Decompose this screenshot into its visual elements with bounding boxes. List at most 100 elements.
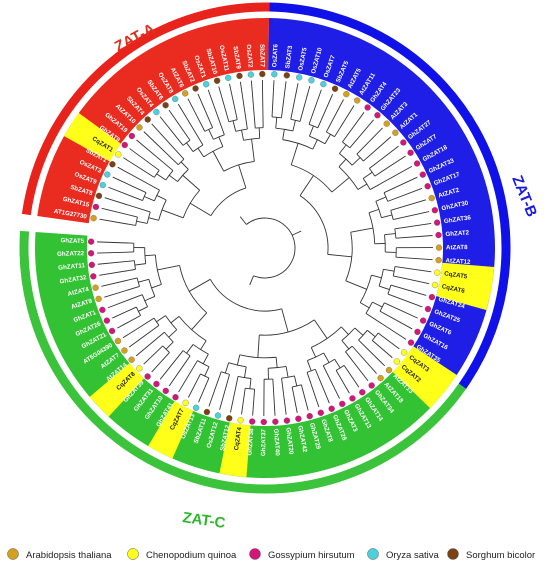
tree-branch [281, 378, 287, 415]
tree-branch [232, 120, 237, 132]
tree-branch [306, 372, 320, 408]
tree-branch [129, 325, 160, 348]
tree-root [246, 217, 296, 279]
tree-branch [229, 83, 238, 120]
tree-branch [108, 186, 143, 201]
species-dot-oszat11 [225, 74, 232, 82]
species-dot-at1g27730 [90, 214, 97, 222]
tree-branch [374, 155, 406, 177]
species-dot-atzat4 [92, 284, 99, 291]
species-dot-ghzat28 [328, 405, 335, 412]
species-dot-cqzat7 [182, 399, 189, 406]
tree-branch [387, 187, 423, 202]
tree-branch [334, 105, 355, 137]
tree-branch [135, 331, 165, 357]
tree-branch [104, 197, 151, 213]
tree-branch [327, 253, 352, 258]
species-dot-ghzat33 [419, 171, 426, 178]
tree-branch [156, 173, 167, 181]
tree-branch [151, 284, 162, 289]
legend-label-sorghum: Sorghum bicolor [466, 550, 535, 561]
tree-branch [252, 389, 256, 416]
leaf-label-atzat12: AtZAT12 [445, 257, 471, 266]
species-dot-oszat9 [99, 181, 106, 189]
species-dot-oszat2 [247, 71, 255, 78]
tree-branch [212, 151, 225, 172]
tree-branch [383, 176, 418, 194]
tree-branch [189, 278, 211, 292]
species-dot-ghzat1 [99, 306, 106, 314]
tree-branch [143, 131, 179, 166]
species-dot-ghzat32 [90, 273, 97, 280]
species-dot-ghzat3 [339, 400, 346, 408]
tree-branch [187, 98, 206, 132]
tree-branch [198, 377, 210, 403]
leaf-label-ghzat37: GhZAT37 [260, 428, 267, 456]
species-dot-ghzat7 [407, 149, 414, 156]
legend-label-oryza: Oryza sativa [386, 550, 440, 561]
tree-branch [186, 142, 194, 152]
tree-branch [292, 120, 296, 132]
tree-branch [343, 365, 360, 388]
tree-branch [299, 175, 314, 196]
tree-branch [378, 285, 390, 291]
leaf-label-atzat4: AtZAT4 [67, 286, 90, 298]
leaf-label-oszat6: OsZAT6 [271, 43, 279, 67]
tree-branch [308, 89, 322, 125]
species-dot-ghzat31 [153, 380, 160, 388]
tree-branch [371, 274, 382, 279]
tree-branch [239, 81, 248, 130]
tree-branch [381, 214, 393, 219]
species-dot-ghzat25 [424, 305, 432, 313]
species-dot-ghzat11 [88, 261, 95, 268]
species-dot-oszat1 [203, 81, 210, 88]
tree-branch [377, 332, 400, 350]
species-dot-atzat6 [182, 90, 189, 97]
tree-branch [159, 350, 184, 380]
tree-branch [334, 358, 341, 369]
species-dot-atzat2 [428, 194, 435, 202]
tree-branch [340, 326, 349, 335]
species-dot-ghzat18 [413, 160, 421, 167]
legend-dot-arabidopsis [7, 548, 19, 560]
tree-branch [177, 103, 204, 146]
tree-branch [197, 93, 214, 128]
species-dot-atzat13 [385, 366, 393, 374]
leaf-label-ghzat36: GhZAT36 [444, 214, 472, 225]
leaf-label-sbzat7: SbZAT7 [258, 44, 265, 68]
leaf-label-sbzat9: SbZAT9 [231, 46, 241, 70]
tree-branch [350, 227, 374, 233]
clade-ring-zat-b [269, 2, 511, 389]
species-dot-ghzat20 [283, 417, 291, 424]
tree-branch [250, 80, 256, 129]
tree-branch [294, 375, 298, 387]
tree-branch [210, 187, 247, 216]
tree-branch [339, 144, 347, 154]
quinoa-highlight [148, 401, 194, 459]
tree-branch [97, 260, 135, 265]
quinoa-highlight [219, 422, 251, 478]
species-dot-ghzat8 [317, 409, 324, 416]
species-dot-atzat7 [121, 347, 128, 354]
tree-branch [239, 216, 247, 225]
tree-branch [99, 268, 136, 276]
tree-branch [313, 319, 328, 339]
tree-branch [323, 352, 330, 363]
legend-label-gossypium: Gossypium hirsutum [268, 550, 355, 561]
tree-branch [224, 362, 230, 374]
tree-branch [207, 89, 225, 135]
tree-branch [112, 176, 147, 193]
species-dot-cqzat4 [237, 417, 244, 424]
tree-branch [189, 202, 212, 217]
tree-branch [291, 386, 298, 413]
tree-branch [308, 125, 314, 137]
tree-branch [384, 302, 418, 319]
clade-rings [19, 2, 511, 494]
tree-branch [138, 278, 149, 283]
species-dot-ghzat34 [368, 382, 375, 389]
tree-branch [144, 196, 155, 202]
species-dot-ghzat36 [433, 219, 441, 226]
clade-sectors [35, 18, 495, 478]
tree-branch [290, 143, 299, 166]
